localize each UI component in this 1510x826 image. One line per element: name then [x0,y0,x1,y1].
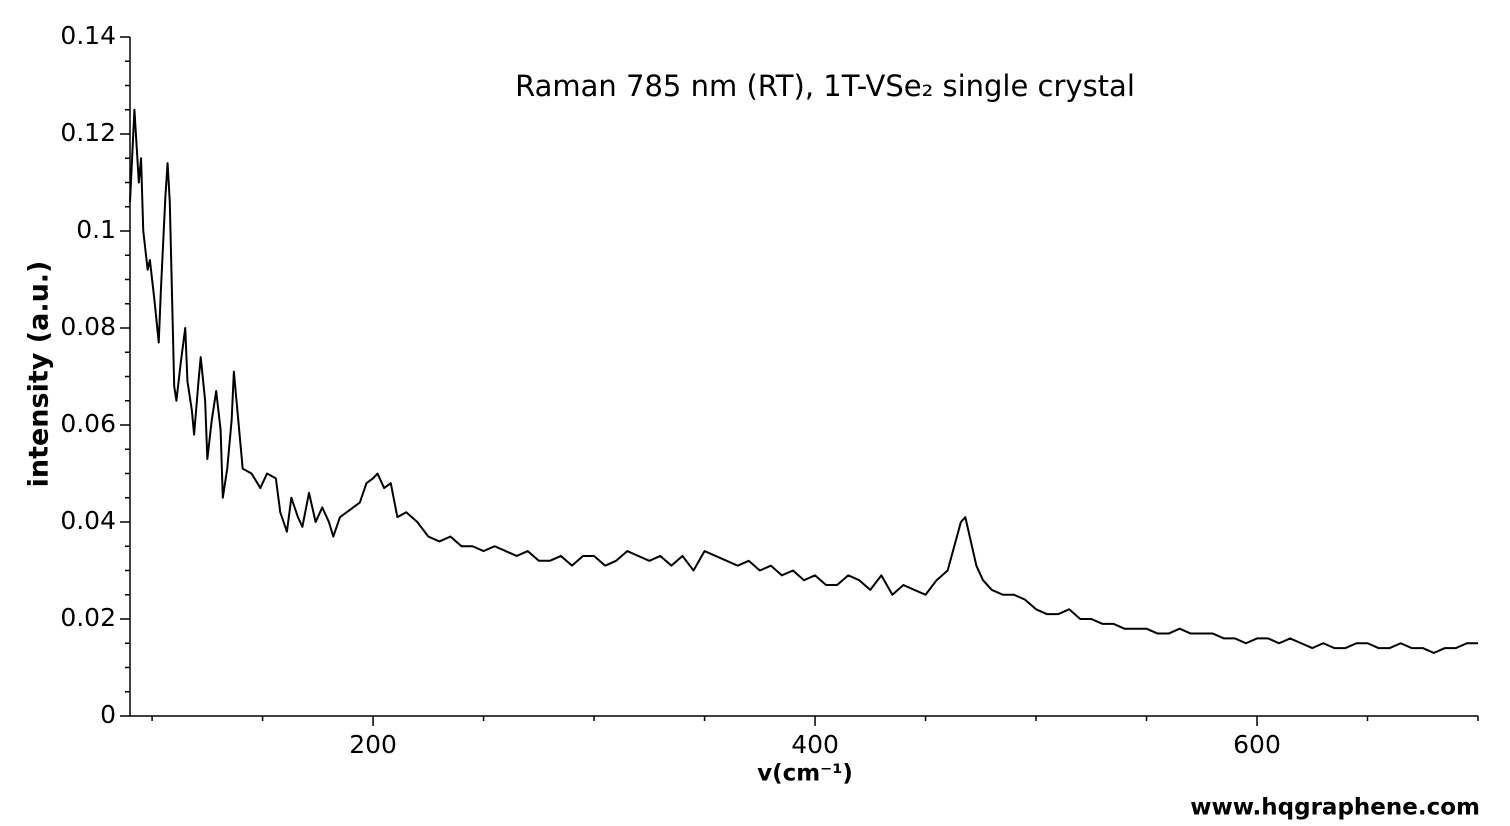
x-tick-label: 200 [349,730,397,759]
y-tick-label: 0.04 [60,506,116,535]
y-tick-label: 0.1 [76,215,116,244]
y-tick-label: 0.12 [60,118,116,147]
x-tick-label: 600 [1233,730,1281,759]
y-axis-label: intensity (a.u.) [24,261,55,488]
x-axis-label: v(cm⁻¹) [757,761,853,787]
watermark: www.hqgraphene.com [1190,795,1480,821]
y-tick-label: 0.08 [60,312,116,341]
spectrum-line [129,108,1478,654]
y-tick-label: 0.14 [60,21,116,50]
y-tick-label: 0.06 [60,409,116,438]
y-tick-label: 0 [100,700,116,729]
chart-title: Raman 785 nm (RT), 1T-VSe₂ single crysta… [515,69,1135,103]
y-tick-label: 0.02 [60,603,116,632]
x-tick-label: 400 [791,730,839,759]
